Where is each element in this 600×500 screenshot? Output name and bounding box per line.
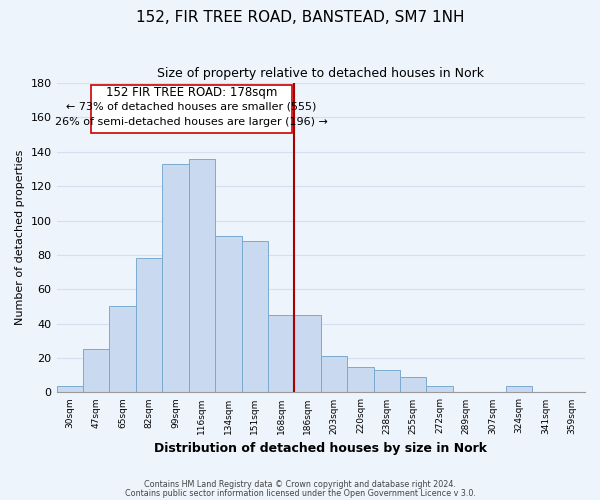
Y-axis label: Number of detached properties: Number of detached properties: [15, 150, 25, 326]
Text: 26% of semi-detached houses are larger (196) →: 26% of semi-detached houses are larger (…: [55, 118, 328, 128]
Text: Contains HM Land Registry data © Crown copyright and database right 2024.: Contains HM Land Registry data © Crown c…: [144, 480, 456, 489]
Title: Size of property relative to detached houses in Nork: Size of property relative to detached ho…: [157, 68, 484, 80]
Bar: [83, 350, 109, 393]
Bar: [56, 386, 83, 392]
X-axis label: Distribution of detached houses by size in Nork: Distribution of detached houses by size …: [154, 442, 487, 455]
Bar: [295, 315, 321, 392]
Bar: [347, 366, 374, 392]
Text: 152 FIR TREE ROAD: 178sqm: 152 FIR TREE ROAD: 178sqm: [106, 86, 277, 100]
Text: Contains public sector information licensed under the Open Government Licence v : Contains public sector information licen…: [125, 488, 475, 498]
Text: ← 73% of detached houses are smaller (555): ← 73% of detached houses are smaller (55…: [66, 102, 316, 112]
Bar: [506, 386, 532, 392]
FancyBboxPatch shape: [91, 85, 292, 133]
Bar: [162, 164, 188, 392]
Bar: [109, 306, 136, 392]
Bar: [374, 370, 400, 392]
Bar: [321, 356, 347, 392]
Bar: [215, 236, 242, 392]
Text: 152, FIR TREE ROAD, BANSTEAD, SM7 1NH: 152, FIR TREE ROAD, BANSTEAD, SM7 1NH: [136, 10, 464, 25]
Bar: [136, 258, 162, 392]
Bar: [427, 386, 453, 392]
Bar: [242, 241, 268, 392]
Bar: [188, 158, 215, 392]
Bar: [400, 377, 427, 392]
Bar: [268, 315, 295, 392]
